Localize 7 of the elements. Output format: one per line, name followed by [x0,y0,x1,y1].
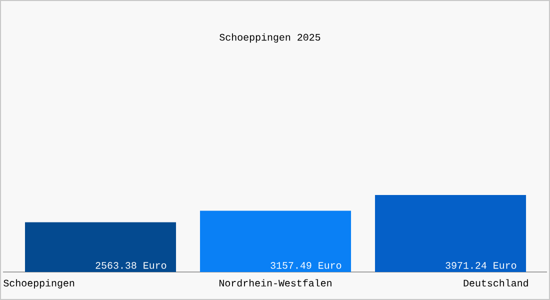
chart-title: Schoeppingen 2025 [220,33,320,43]
data-label: 2563.38 Euro [96,262,166,269]
data-label: 3157.49 Euro [270,262,342,269]
x-tick-label: Nordrhein-Westfalen [219,279,332,287]
data-label: 3971.24 Euro [446,262,516,269]
x-tick-label: Schoeppingen [4,279,74,288]
x-tick-label: Deutschland [464,279,528,287]
